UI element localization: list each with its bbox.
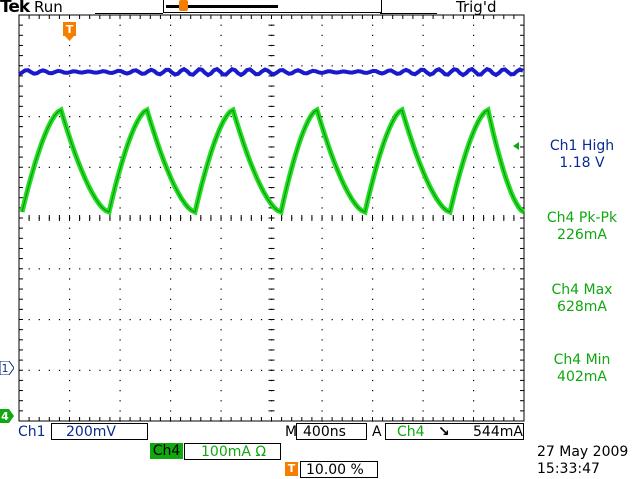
measurement-ch4-pkpk: Ch4 Pk-Pk 226mA: [527, 210, 637, 244]
record-view-bar: [163, 0, 382, 13]
ch1-trace: [18, 66, 524, 78]
date: 27 May 2009: [537, 444, 629, 460]
measurement-ch4-max: Ch4 Max 628mA: [527, 282, 637, 316]
measurement-value: 628mA: [557, 299, 607, 315]
trigger-marker-label: T: [66, 23, 74, 36]
trigger-position-value[interactable]: 10.00 %: [300, 461, 378, 478]
measurement-ch4-min: Ch4 Min 402mA: [527, 352, 637, 386]
ch1-marker-label: 1: [2, 362, 9, 375]
ch1-scale[interactable]: 200mV: [51, 423, 148, 440]
measurement-label: Ch4 Min: [553, 352, 611, 368]
time: 15:33:47: [537, 461, 600, 477]
timebase-label: M: [285, 424, 298, 440]
measurement-label: Ch1 High: [549, 138, 615, 154]
ch4-label: Ch4: [150, 443, 183, 459]
timebase-value[interactable]: 400ns: [296, 423, 367, 440]
ch4-ground-marker-icon[interactable]: 4: [0, 409, 14, 423]
measurement-value: 226mA: [557, 227, 607, 243]
record-window: [166, 5, 278, 8]
timestamp: 27 May 2009 15:33:47: [537, 444, 628, 478]
run-state: Run: [34, 0, 63, 16]
ch4-trace-core: [21, 109, 525, 213]
ch4-scale[interactable]: 100mA Ω: [184, 443, 281, 460]
measurement-value: 1.18 V: [559, 155, 605, 171]
trigger-position-marker-icon: T: [285, 462, 298, 476]
trigger-state: Trig'd: [456, 0, 497, 16]
record-trigger-icon: [179, 0, 188, 11]
trigger-level: 544mA: [473, 424, 523, 440]
trigger-settings[interactable]: Ch4 ↘ 544mA: [385, 423, 524, 440]
ch1-label: Ch1: [18, 424, 46, 440]
divider: [95, 13, 163, 14]
measurement-ch1-high: Ch1 High 1.18 V: [527, 138, 637, 172]
measurement-value: 402mA: [557, 369, 607, 385]
measurement-label: Ch4 Max: [551, 282, 613, 298]
trigger-slope-icon: ↘: [438, 424, 450, 440]
ch1-ground-marker-icon[interactable]: 1: [0, 361, 14, 375]
acquisition-label: A: [372, 424, 382, 440]
trigger-source: Ch4: [397, 424, 425, 440]
trigger-position-icon: T: [63, 22, 76, 41]
ch4-marker-label: 4: [1, 410, 9, 423]
measurement-label: Ch4 Pk-Pk: [546, 210, 618, 226]
ch1-level-arrow: [513, 142, 519, 150]
brand-logo: Tek: [0, 0, 30, 17]
divider: [380, 13, 437, 14]
